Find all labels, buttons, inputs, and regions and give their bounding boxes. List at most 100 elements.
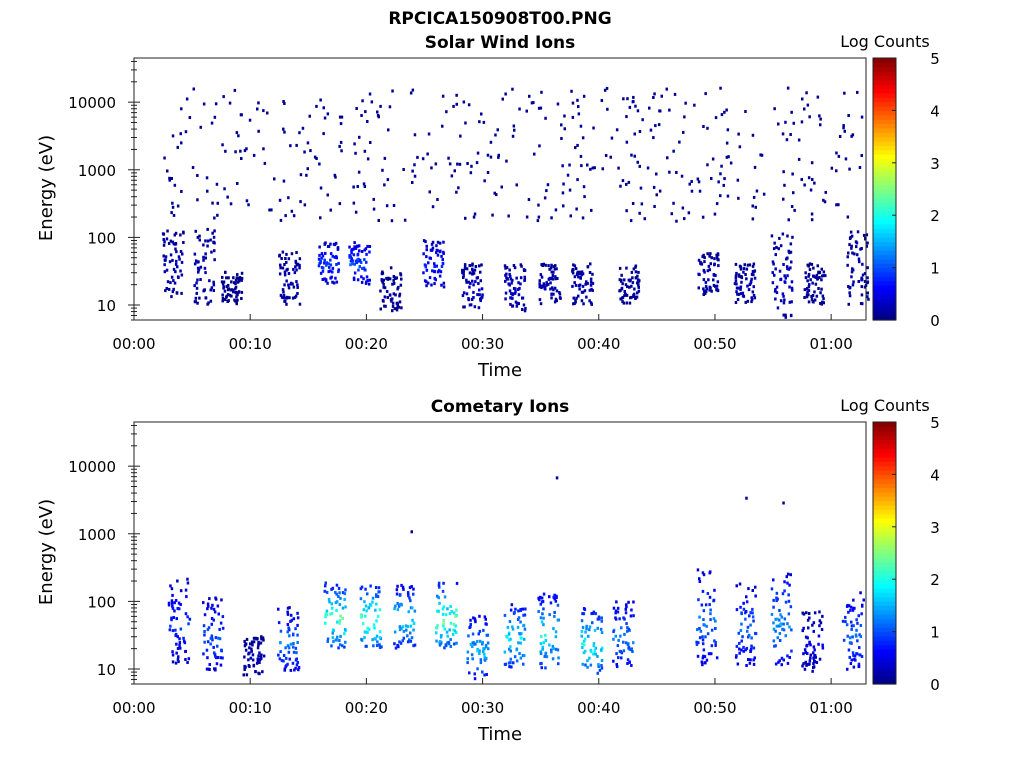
spectrogram-cell xyxy=(260,653,263,657)
spectrogram-cell xyxy=(222,95,225,99)
spectrogram-cell xyxy=(550,277,554,281)
spectrogram-cell xyxy=(468,271,472,275)
spectrogram-cell xyxy=(478,652,481,655)
spectrogram-cell xyxy=(511,87,514,91)
spectrogram-cell xyxy=(452,622,456,626)
spectrogram-cell xyxy=(503,663,507,666)
spectrogram-cell xyxy=(382,285,385,289)
colorbar-segment xyxy=(873,263,896,269)
spectrogram-cell xyxy=(512,661,515,665)
colorbar-segment xyxy=(873,315,896,321)
spectrogram-cell xyxy=(476,151,480,155)
spectrogram-cell xyxy=(298,263,301,267)
spectrogram-cell xyxy=(457,186,460,190)
spectrogram-cell xyxy=(380,279,384,283)
spectrogram-cell xyxy=(227,276,230,280)
spectrogram-cell xyxy=(279,650,282,654)
colorbar-segment xyxy=(873,136,896,142)
spectrogram-cell xyxy=(348,245,351,249)
spectrogram-cell xyxy=(256,107,259,111)
colorbar-segment xyxy=(873,456,896,462)
spectrogram-cell xyxy=(817,287,820,290)
spectrogram-cell xyxy=(737,292,741,296)
spectrogram-cell xyxy=(286,610,289,614)
spectrogram-cell xyxy=(477,632,480,636)
spectrogram-cell xyxy=(252,153,256,157)
spectrogram-cell xyxy=(478,264,481,268)
spectrogram-cell xyxy=(215,656,218,660)
colorbar-segment xyxy=(873,435,896,441)
spectrogram-cell xyxy=(552,647,555,651)
spectrogram-cell xyxy=(856,253,859,257)
colorbar-segment xyxy=(873,574,896,580)
spectrogram-cell xyxy=(742,645,745,649)
spectrogram-cell xyxy=(553,593,556,597)
spectrogram-cell xyxy=(398,625,402,629)
spectrogram-cell xyxy=(199,265,203,269)
spectrogram-cell xyxy=(779,244,783,248)
spectrogram-cell xyxy=(744,300,747,304)
spectrogram-cell xyxy=(581,625,585,629)
spectrogram-cell xyxy=(782,658,785,662)
spectrogram-cell xyxy=(224,149,227,153)
spectrogram-cell xyxy=(445,641,449,645)
spectrogram-cell xyxy=(770,612,774,616)
colorbar-segment xyxy=(873,500,896,506)
spectrogram-cell xyxy=(625,182,628,186)
spectrogram-cell xyxy=(772,262,775,266)
spectrogram-cell xyxy=(846,215,850,219)
spectrogram-cell xyxy=(561,191,565,195)
spectrogram-cell xyxy=(485,656,488,660)
spectrogram-cell xyxy=(617,166,620,170)
spectrogram-cell xyxy=(204,256,207,260)
spectrogram-cell xyxy=(698,580,702,583)
spectrogram-cell xyxy=(396,602,399,605)
spectrogram-cell xyxy=(549,601,553,605)
spectrogram-cell xyxy=(787,599,791,603)
spectrogram-cell xyxy=(356,253,359,257)
spectrogram-cell xyxy=(465,280,468,284)
spectrogram-cell xyxy=(455,641,458,645)
spectrogram-cell xyxy=(573,281,576,285)
spectrogram-cell xyxy=(178,637,181,641)
spectrogram-cell xyxy=(462,269,466,272)
spectrogram-cell xyxy=(727,155,730,159)
spectrogram-cell xyxy=(719,194,722,198)
spectrogram-cell xyxy=(844,615,847,619)
spectrogram-cell xyxy=(804,635,808,639)
spectrogram-cell xyxy=(734,262,738,266)
spectrogram-cell xyxy=(525,109,528,113)
colorbar-tick-label: 2 xyxy=(930,207,940,225)
spectrogram-cell xyxy=(584,649,587,653)
spectrogram-cell xyxy=(528,94,531,98)
spectrogram-cell xyxy=(412,644,415,648)
spectrogram-cell xyxy=(772,621,775,625)
spectrogram-cell xyxy=(626,643,630,646)
spectrogram-cell xyxy=(787,593,790,597)
spectrogram-cell xyxy=(696,568,700,572)
spectrogram-cell xyxy=(408,586,412,590)
spectrogram-cell xyxy=(717,258,720,262)
spectrogram-cell xyxy=(803,288,807,292)
spectrogram-cell xyxy=(339,614,342,618)
spectrogram-cell xyxy=(700,262,704,266)
spectrogram-cell xyxy=(748,614,751,618)
spectrogram-cell xyxy=(715,256,719,260)
spectrogram-cell xyxy=(824,190,827,194)
colorbar-tick-label: 1 xyxy=(930,624,940,642)
spectrogram-cell xyxy=(496,128,499,132)
spectrogram-cell xyxy=(359,587,363,591)
colorbar-segment xyxy=(873,448,896,454)
spectrogram-cell xyxy=(171,606,175,610)
spectrogram-cell xyxy=(576,143,579,147)
spectrogram-cell xyxy=(744,110,747,113)
spectrogram-cell xyxy=(168,178,171,182)
spectrogram-cell xyxy=(773,241,776,245)
spectrogram-cell xyxy=(553,286,557,290)
spectrogram-cell xyxy=(738,264,742,268)
spectrogram-cell xyxy=(588,628,591,632)
spectrogram-cell xyxy=(332,640,335,643)
spectrogram-cell xyxy=(783,298,786,302)
spectrogram-cell xyxy=(738,651,741,655)
spectrogram-cell xyxy=(367,627,371,631)
